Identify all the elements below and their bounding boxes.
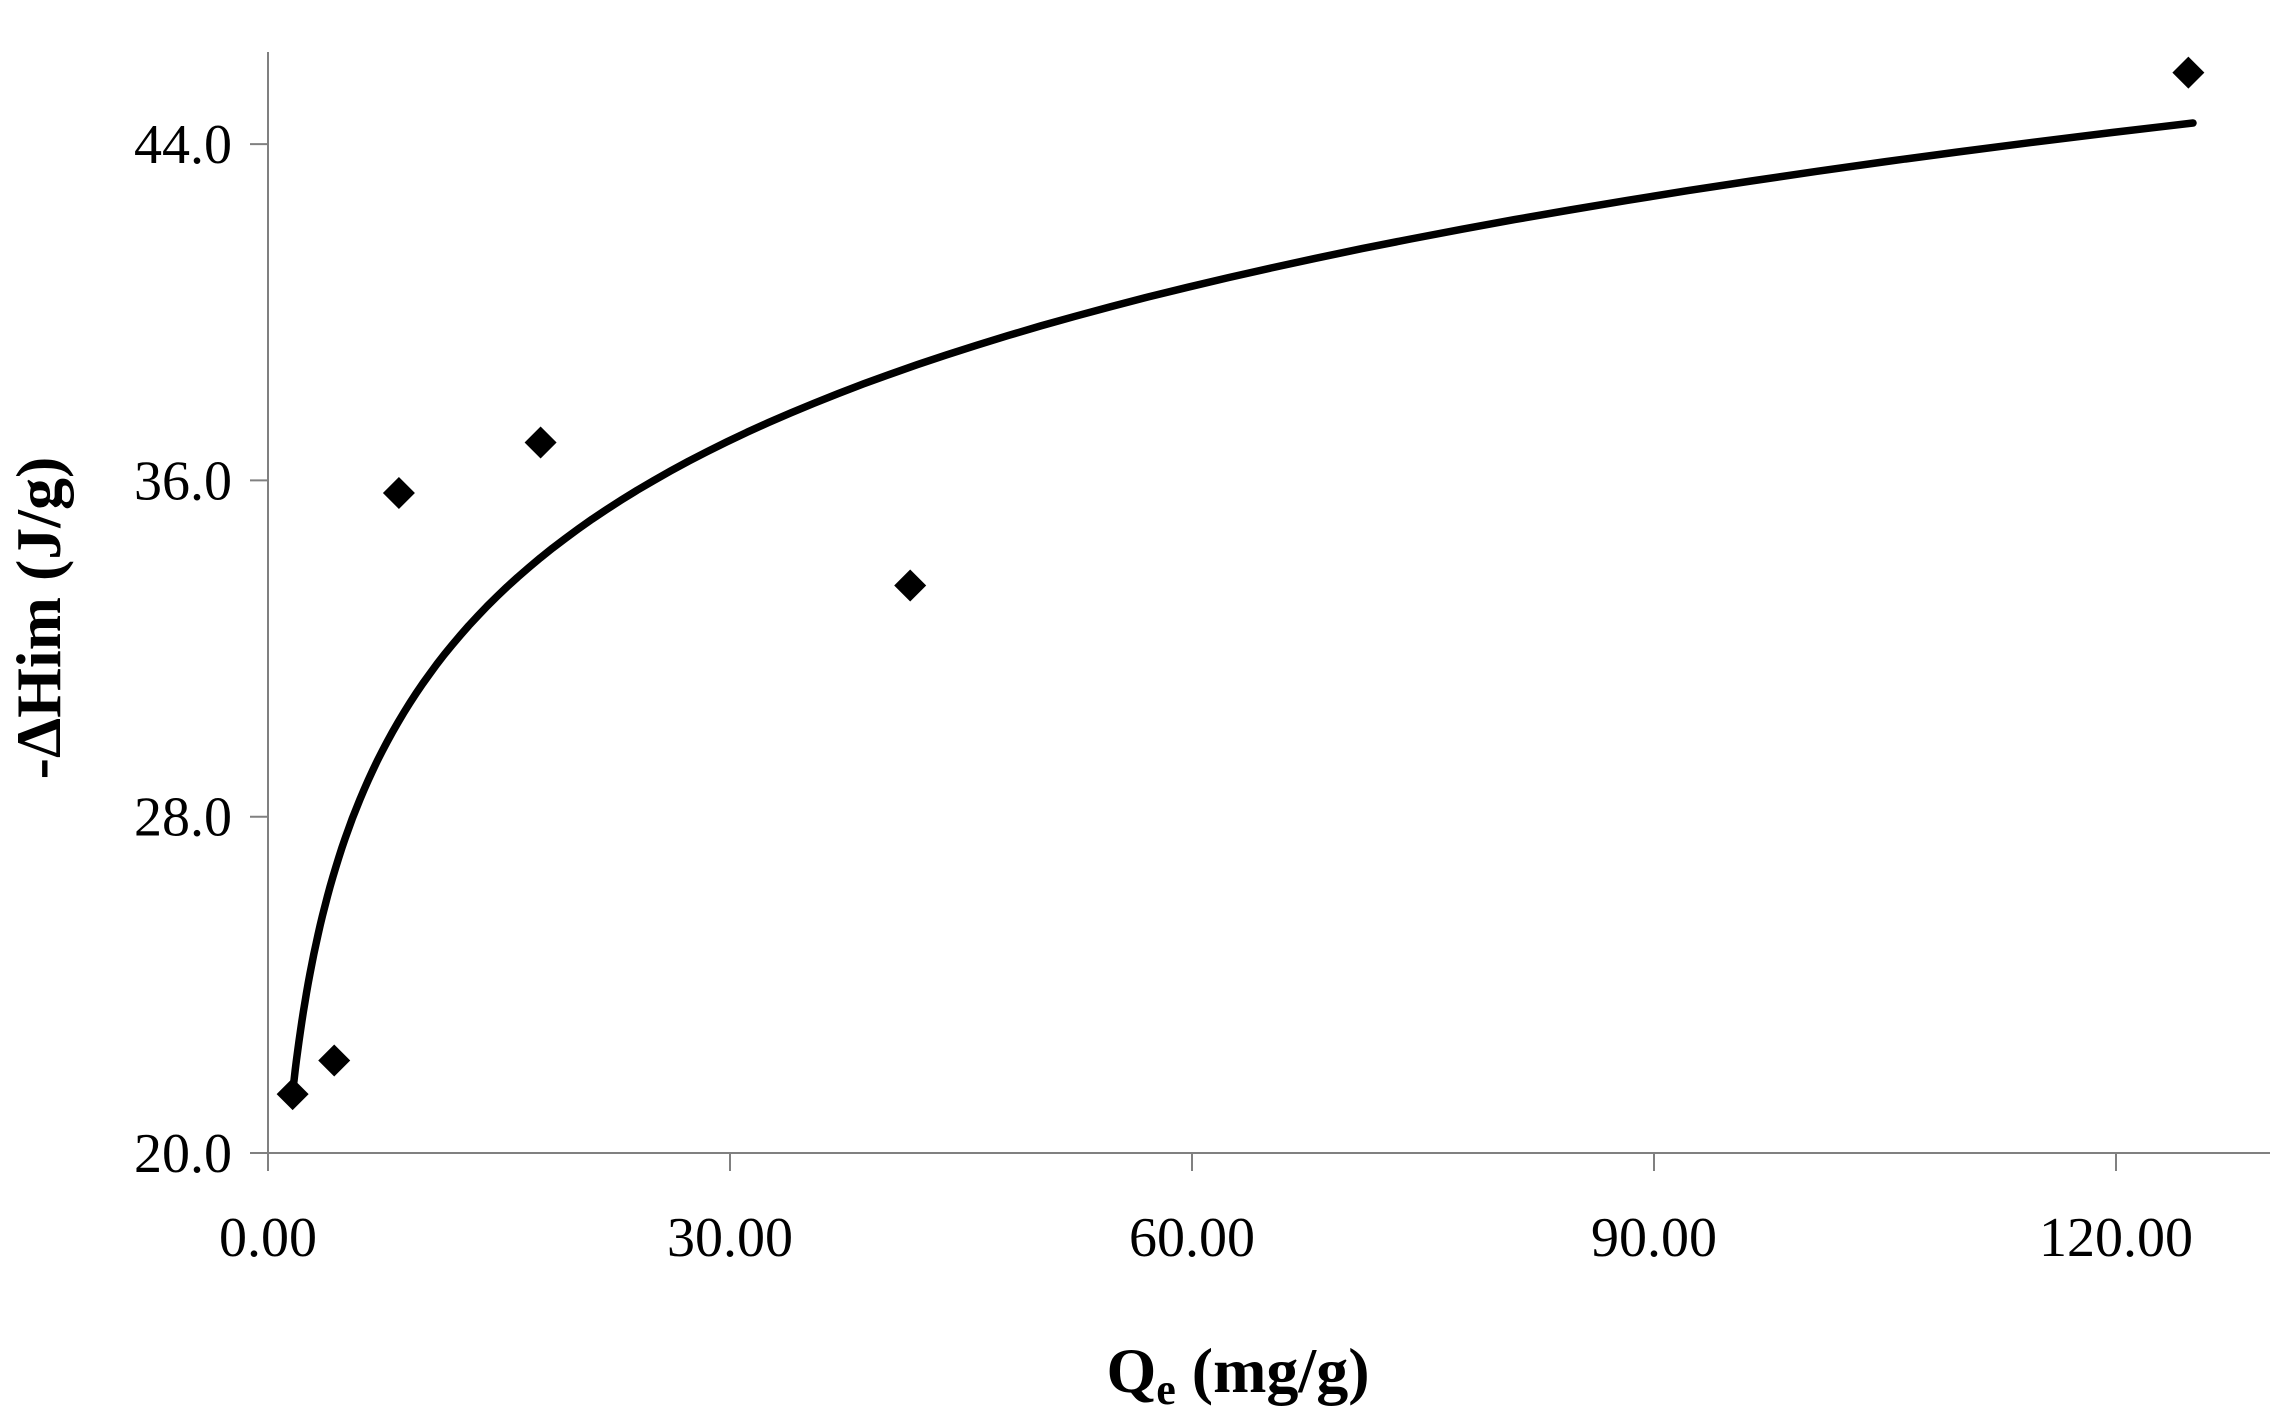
y-tick-label: 44.0 [134, 114, 232, 176]
y-tick-label: 36.0 [134, 450, 232, 512]
scatter-points [276, 56, 2205, 1111]
y-axis: 20.0 28.0 36.0 44.0 [134, 52, 269, 1185]
data-point-marker [276, 1078, 309, 1111]
data-point-marker [318, 1044, 351, 1077]
data-point-marker [382, 476, 415, 509]
x-tick-label: 30.00 [667, 1207, 793, 1269]
x-tick-label: 60.00 [1129, 1207, 1255, 1269]
x-ticks [267, 1153, 2117, 1171]
x-axis-title-subscript: e [1156, 1365, 1176, 1414]
data-point-marker [894, 569, 927, 602]
x-axis-title: Qe (mg/g) [1106, 1335, 1369, 1414]
x-tick-label: 90.00 [1591, 1207, 1717, 1269]
x-tick-labels: 0.00 30.00 60.00 90.00 120.00 [219, 1207, 2193, 1269]
fit-curve-line [289, 119, 2197, 1094]
y-tick-label: 20.0 [134, 1123, 232, 1185]
x-axis: 0.00 30.00 60.00 90.00 120.00 [219, 1152, 2270, 1269]
x-axis-title-main: Q [1106, 1335, 1156, 1406]
x-tick-label: 0.00 [219, 1207, 317, 1269]
data-point-marker [2172, 56, 2205, 89]
x-axis-title-units: (mg/g) [1176, 1335, 1370, 1406]
x-tick-label: 120.00 [2039, 1207, 2193, 1269]
y-axis-title: -ΔHim (J/g) [3, 457, 74, 780]
y-tick-label: 28.0 [134, 787, 232, 849]
y-tick-labels: 20.0 28.0 36.0 44.0 [134, 114, 232, 1185]
y-ticks [250, 143, 268, 1154]
data-point-marker [524, 426, 557, 459]
